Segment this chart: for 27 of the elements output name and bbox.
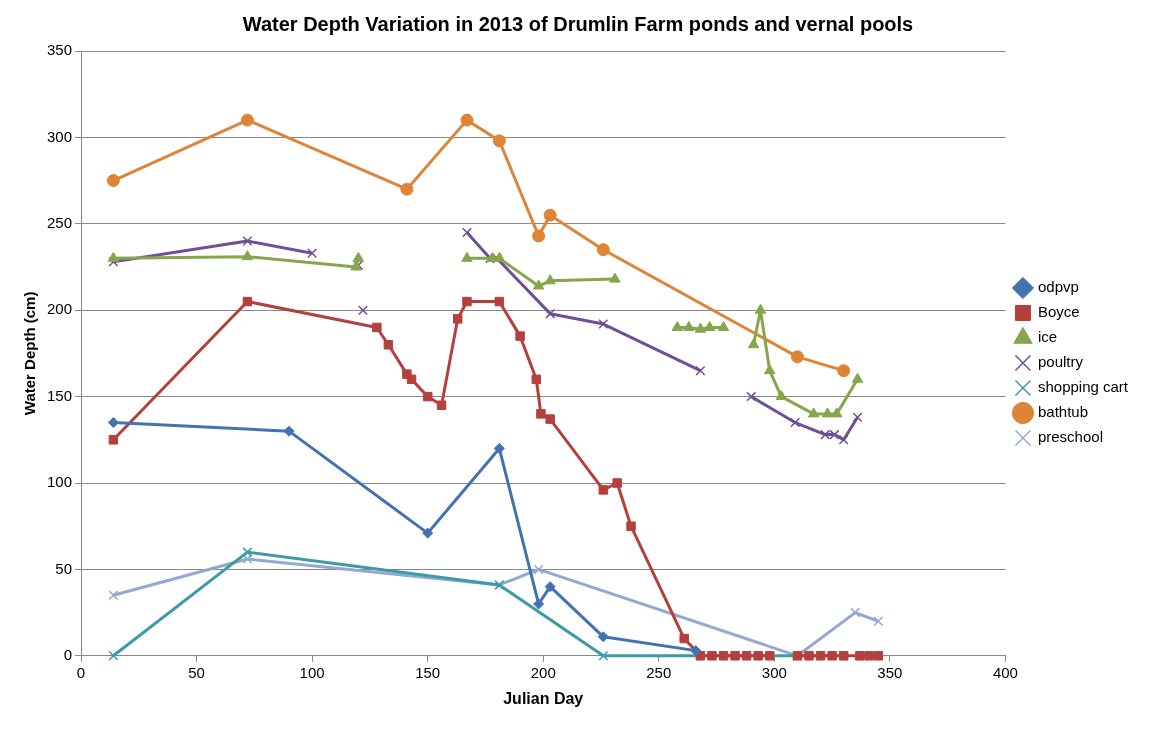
legend-label: preschool [1037, 428, 1103, 446]
y-tick-label: 350 [47, 41, 73, 59]
y-tick-label: 200 [47, 300, 73, 318]
y-axis-title: Water Depth (cm) [21, 291, 39, 416]
chart-title: Water Depth Variation in 2013 of Drumlin Farm ponds and vernal pools [242, 12, 914, 35]
x-tick-label: 0 [76, 663, 86, 681]
legend-label: odpvp [1037, 278, 1079, 296]
legend-label: Boyce [1037, 303, 1080, 321]
x-tick-label: 400 [992, 663, 1018, 681]
legend-label: bathtub [1037, 403, 1088, 421]
x-tick-label: 250 [646, 663, 672, 681]
y-tick-label: 100 [47, 473, 73, 491]
y-tick-label: 250 [47, 213, 73, 231]
legend-label: ice [1037, 328, 1058, 346]
x-tick-label: 50 [188, 663, 205, 681]
x-tick-label: 300 [761, 663, 787, 681]
x-tick-label: 100 [299, 663, 325, 681]
legend-label: poultry [1037, 353, 1084, 371]
x-tick-label: 150 [415, 663, 441, 681]
x-tick-label: 350 [877, 663, 903, 681]
y-tick-label: 0 [63, 645, 73, 663]
y-tick-label: 50 [55, 559, 73, 577]
y-tick-label: 300 [47, 127, 73, 145]
x-tick-label: 200 [530, 663, 556, 681]
y-tick-label: 150 [47, 386, 73, 404]
x-axis-title: Julian Day [503, 689, 584, 707]
legend-label: shopping cart [1037, 378, 1129, 396]
